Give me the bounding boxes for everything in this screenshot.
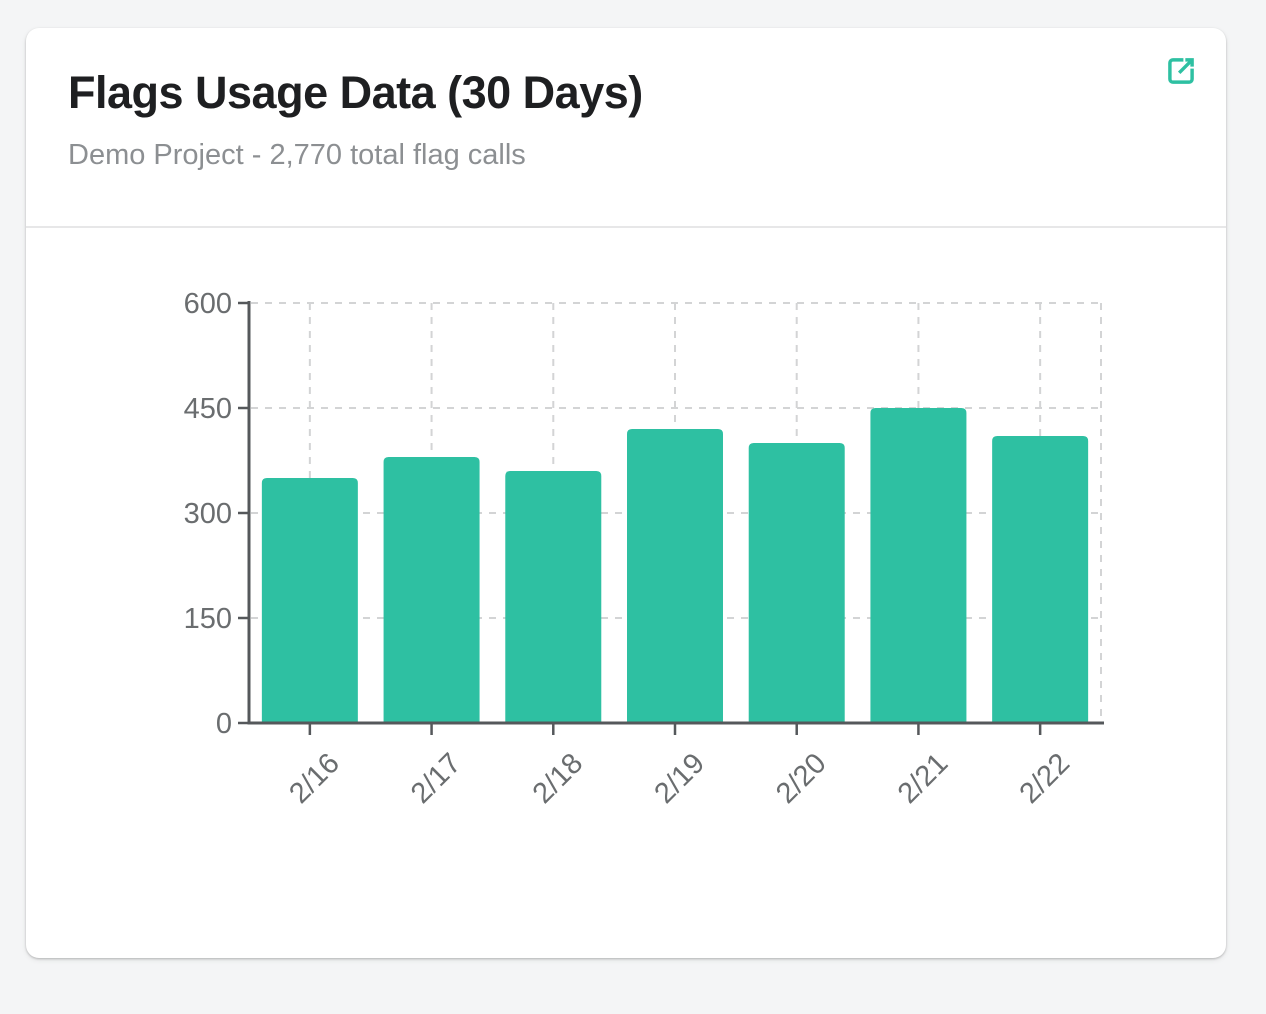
bar-2/19 [627, 429, 723, 723]
bar-2/16 [261, 478, 358, 723]
x-tick-label-2/20: 2/20 [770, 747, 833, 810]
y-tick-label-600: 600 [184, 288, 232, 320]
expand-chart-button[interactable] [1160, 50, 1202, 92]
card-title: Flags Usage Data (30 Days) [68, 67, 643, 118]
y-tick-label-150: 150 [184, 603, 232, 635]
x-tick-label-2/18: 2/18 [527, 747, 590, 810]
bar-2/17 [383, 457, 480, 723]
x-tick-label-2/21: 2/21 [892, 747, 955, 810]
x-tick-label-2/19: 2/19 [648, 747, 711, 810]
bar-2/18 [505, 471, 602, 723]
chart-area: 0 150 300 450 600 2/16 2/17 2/18 2/19 2/20 2/21 2/2… [26, 228, 1226, 958]
y-tick-label-300: 300 [184, 498, 232, 530]
bar-2/20 [748, 443, 845, 723]
x-tick-label-2/16: 2/16 [283, 747, 346, 810]
card-subtitle: Demo Project - 2,770 total flag calls [68, 138, 526, 171]
usage-bar-chart: 0 150 300 450 600 2/16 2/17 2/18 2/19 2/20 2/21 2/2… [184, 288, 1104, 810]
bar-2/22 [992, 436, 1089, 723]
y-tick-label-0: 0 [216, 708, 232, 740]
y-tick-label-450: 450 [184, 393, 232, 425]
bar-2/21 [870, 408, 967, 723]
external-link-icon [1163, 53, 1199, 89]
flags-usage-card: Flags Usage Data (30 Days) Demo Project … [26, 28, 1226, 958]
x-tick-label-2/22: 2/22 [1014, 747, 1077, 810]
x-tick-label-2/17: 2/17 [405, 747, 468, 810]
card-header: Flags Usage Data (30 Days) Demo Project … [26, 28, 1226, 228]
